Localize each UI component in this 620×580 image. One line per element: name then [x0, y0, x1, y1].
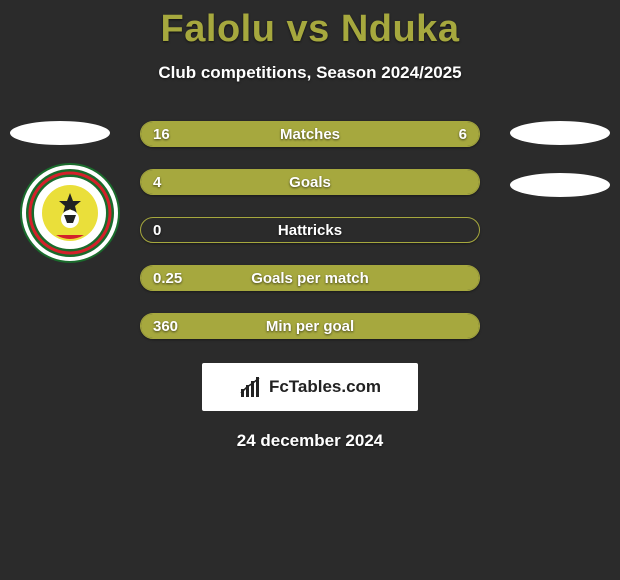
stat-row-min-per-goal: 360 Min per goal	[140, 313, 480, 339]
stat-row-hattricks: 0 Hattricks	[140, 217, 480, 243]
bar-chart-icon	[239, 375, 263, 399]
player-right-badge-placeholder	[510, 121, 610, 145]
stat-row-matches: 16 Matches 6	[140, 121, 480, 147]
stat-rows: 16 Matches 6 4 Goals 0 Hattricks 0.25 Go…	[140, 121, 480, 339]
page-title: Falolu vs Nduka	[0, 0, 620, 51]
subtitle: Club competitions, Season 2024/2025	[0, 63, 620, 83]
player-left-badge-placeholder	[10, 121, 110, 145]
date-text: 24 december 2024	[0, 431, 620, 451]
stat-row-goals-per-match: 0.25 Goals per match	[140, 265, 480, 291]
stat-label: Goals	[141, 174, 479, 191]
stats-area: 16 Matches 6 4 Goals 0 Hattricks 0.25 Go…	[0, 121, 620, 339]
player-right-badge-placeholder-2	[510, 173, 610, 197]
stat-label: Min per goal	[141, 318, 479, 335]
club-badge	[20, 163, 120, 263]
stat-label: Hattricks	[141, 222, 479, 239]
stat-label: Goals per match	[141, 270, 479, 287]
club-badge-icon	[20, 163, 120, 263]
site-attribution[interactable]: FcTables.com	[202, 363, 418, 411]
stat-label: Matches	[141, 126, 479, 143]
stat-row-goals: 4 Goals	[140, 169, 480, 195]
site-name: FcTables.com	[269, 377, 381, 397]
stat-value-right: 6	[459, 126, 467, 143]
